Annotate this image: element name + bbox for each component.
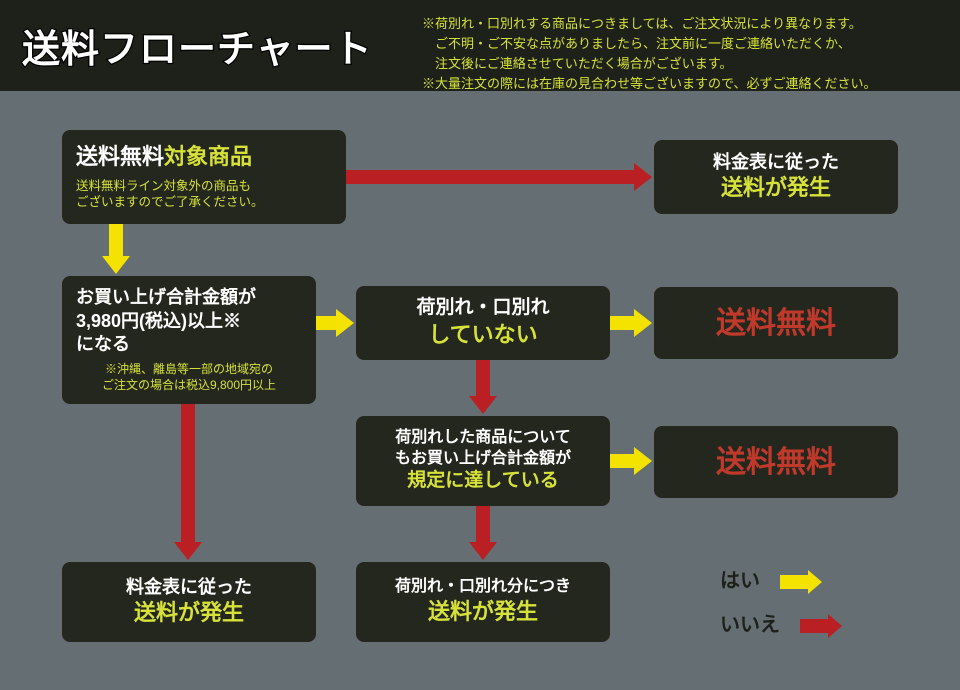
flowchart-node-start: 送料無料対象商品送料無料ライン対象外の商品も ございますのでご了承ください。 bbox=[62, 130, 346, 224]
note-line: 注文後にご連絡させていただく場合がございます。 bbox=[422, 54, 942, 74]
note-line: ※大量注文の際には在庫の見合わせ等ございますので、必ずご連絡ください。 bbox=[422, 74, 942, 94]
header-bar: 送料フローチャート ※荷別れ・口別れする商品につきましては、ご注文状況により異な… bbox=[0, 0, 960, 91]
page-title: 送料フローチャート bbox=[22, 18, 373, 73]
flowchart-area: 送料無料対象商品送料無料ライン対象外の商品も ございますのでご了承ください。料金… bbox=[0, 110, 960, 690]
flowchart-node-free1: 送料無料 bbox=[654, 287, 898, 359]
legend-no-arrow-icon bbox=[800, 614, 842, 638]
flowchart-node-free2: 送料無料 bbox=[654, 426, 898, 498]
legend-yes-arrow-icon bbox=[780, 570, 822, 594]
legend-yes-label: はい bbox=[720, 570, 760, 592]
legend-no-label: いいえ bbox=[720, 614, 780, 636]
note-line: ご不明・ご不安な点がありましたら、注文前に一度ご連絡いただくか、 bbox=[422, 34, 942, 54]
flowchart-node-fee_left: 料金表に従った送料が発生 bbox=[62, 562, 316, 642]
flowchart-node-split_no: 荷別れ・口別れしていない bbox=[356, 286, 610, 360]
flowchart-node-over3980: お買い上げ合計金額が 3,980円(税込)以上※ になる※沖縄、離島等一部の地域… bbox=[62, 276, 316, 404]
legend-yes: はい bbox=[720, 564, 822, 594]
note-line: ※荷別れ・口別れする商品につきましては、ご注文状況により異なります。 bbox=[422, 14, 942, 34]
legend-no: いいえ bbox=[720, 608, 842, 638]
flowchart-node-fee_mid: 荷別れ・口別れ分につき送料が発生 bbox=[356, 562, 610, 642]
flowchart-node-fee_top: 料金表に従った送料が発生 bbox=[654, 140, 898, 214]
header-notes: ※荷別れ・口別れする商品につきましては、ご注文状況により異なります。 ご不明・ご… bbox=[422, 14, 942, 95]
flowchart-node-split_over: 荷別れした商品について もお買い上げ合計金額が規定に達している bbox=[356, 416, 610, 506]
